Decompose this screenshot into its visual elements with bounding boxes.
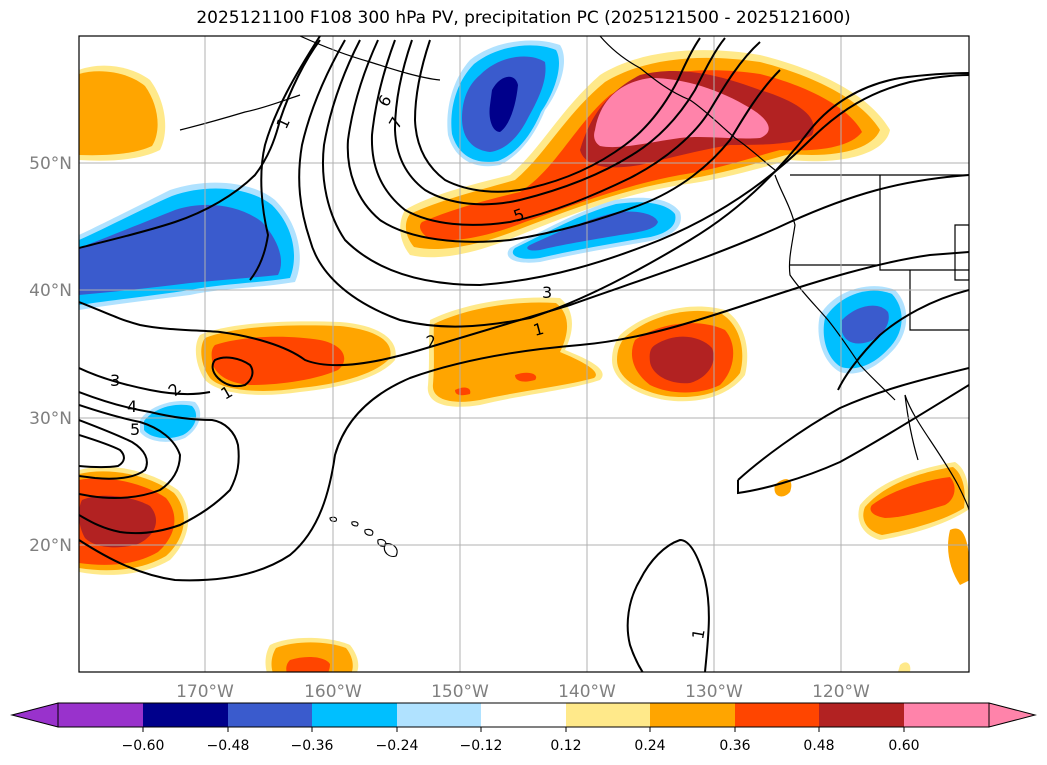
colorbar-tick-label: 0.48 <box>803 738 834 754</box>
precip-positive-anomaly <box>79 50 969 672</box>
lat-label-40n: 40°N <box>29 281 72 301</box>
contour-label-2a: 2 <box>424 331 439 352</box>
colorbar-tick-label: −0.24 <box>376 738 419 754</box>
latitude-labels: 50°N 40°N 30°N 20°N <box>29 154 72 556</box>
lon-label-160w: 160°W <box>304 682 362 702</box>
colorbar-tick-label: 0.24 <box>634 738 665 754</box>
colorbar-swatch-1 <box>143 703 228 727</box>
precip-negative-anomaly <box>79 40 907 442</box>
contour-label-3a: 3 <box>542 283 552 302</box>
colorbar-swatch-8 <box>735 703 819 727</box>
lon-label-170w: 170°W <box>176 682 234 702</box>
lon-label-150w: 150°W <box>431 682 489 702</box>
lon-label-120w: 120°W <box>812 682 870 702</box>
lat-label-20n: 20°N <box>29 536 72 556</box>
colorbar-swatch-6 <box>566 703 650 727</box>
contour-label-5b: 5 <box>130 420 140 439</box>
colorbar: −0.60 −0.48 −0.36 −0.24 −0.12 0.12 0.24 … <box>10 702 1037 754</box>
contour-label-1d: 1 <box>688 627 708 640</box>
colorbar-swatch-5 <box>481 703 566 727</box>
colorbar-tick-label: 0.12 <box>550 738 581 754</box>
colorbar-swatch-10 <box>904 703 989 727</box>
colorbar-swatch-0 <box>58 703 143 727</box>
lon-label-140w: 140°W <box>558 682 616 702</box>
colorbar-swatch-4 <box>397 703 481 727</box>
colorbar-tick-label: 0.36 <box>719 738 750 754</box>
contour-label-1b: 1 <box>531 319 546 340</box>
colorbar-ticks <box>142 727 905 732</box>
gridlines <box>79 36 969 672</box>
colorbar-tick-label: −0.60 <box>122 738 165 754</box>
colorbar-swatch-9 <box>819 703 904 727</box>
colorbar-swatch-2 <box>228 703 312 727</box>
pv-contours <box>79 36 969 672</box>
map-title: 2025121100 F108 300 hPa PV, precipitatio… <box>196 8 851 28</box>
colorbar-swatch-3 <box>312 703 397 727</box>
colorbar-tick-label: 0.60 <box>888 738 919 754</box>
colorbar-tick-label: −0.48 <box>207 738 250 754</box>
lon-label-130w: 130°W <box>685 682 743 702</box>
colorbar-swatch-7 <box>650 703 735 727</box>
hawaii-islands <box>329 516 398 557</box>
lat-label-50n: 50°N <box>29 154 72 174</box>
colorbar-frame <box>57 702 990 728</box>
lat-label-30n: 30°N <box>29 409 72 429</box>
colorbar-tick-label: −0.12 <box>460 738 503 754</box>
map-frame <box>78 35 970 673</box>
map-area: 1 6 7 5 3 1 2 3 2 4 5 1 1 <box>79 36 969 672</box>
contour-label-3b: 3 <box>110 371 120 390</box>
longitude-labels: 170°W 160°W 150°W 140°W 130°W 120°W <box>176 682 870 702</box>
colorbar-max-extend <box>988 702 1037 728</box>
contour-label-4: 4 <box>127 397 137 416</box>
colorbar-min-extend <box>10 702 59 728</box>
colorbar-tick-label: −0.36 <box>291 738 334 754</box>
